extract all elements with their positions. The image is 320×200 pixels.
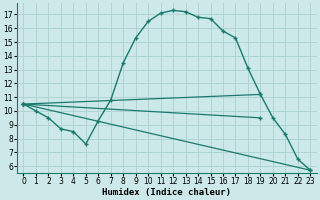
X-axis label: Humidex (Indice chaleur): Humidex (Indice chaleur) [102, 188, 231, 197]
